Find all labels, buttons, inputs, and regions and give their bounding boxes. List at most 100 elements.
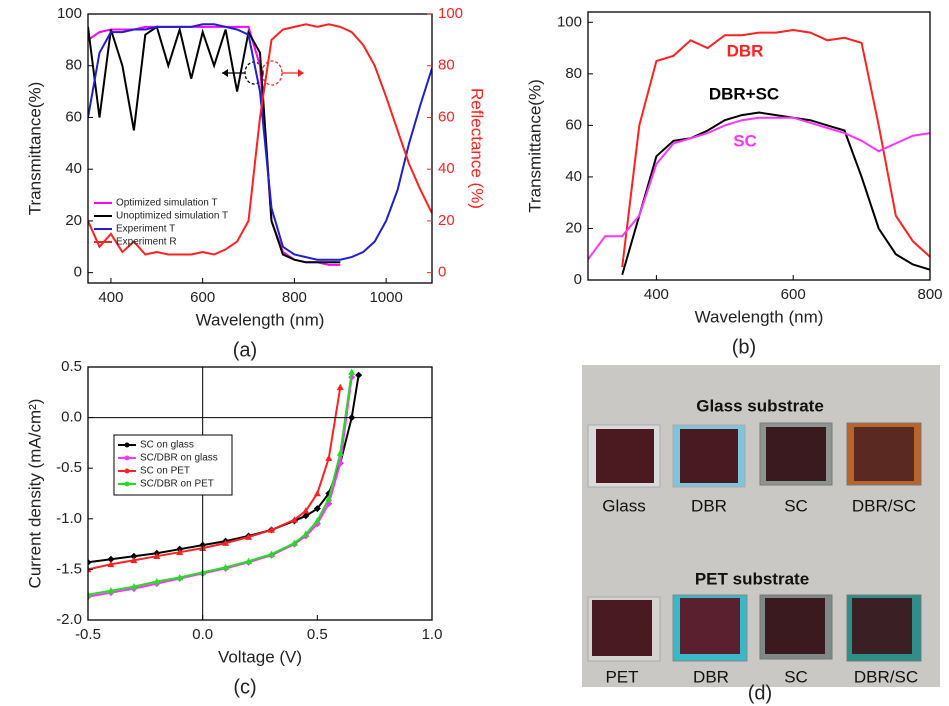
series-line <box>621 28 930 268</box>
marker <box>355 371 363 379</box>
marker <box>290 516 298 523</box>
marker <box>336 383 344 391</box>
marker <box>302 512 310 520</box>
photo-title: PET substrate <box>695 569 809 588</box>
x-tick-label: 600 <box>781 286 806 303</box>
legend-label: SC on PET <box>140 466 190 477</box>
marker <box>222 563 230 571</box>
photo: Glass substrate Glass DBR SC DBR/SC PET … <box>582 365 940 704</box>
panel-label: (b) <box>732 336 756 358</box>
photo-label: DBR/SC <box>852 496 916 515</box>
legend-label: SC/DBR on PET <box>140 479 214 490</box>
y2-tick-label: 80 <box>438 57 455 74</box>
annotation: SC <box>733 131 757 150</box>
y-tick-label: 60 <box>565 116 582 133</box>
marker <box>245 557 253 565</box>
plot-frame <box>87 366 433 621</box>
y2-tick-label: 100 <box>438 5 463 22</box>
x-axis-label: Voltage (V) <box>218 647 302 666</box>
y-tick-label: -1.0 <box>56 510 82 527</box>
series-line <box>88 387 342 571</box>
photo-label: DBR <box>691 496 727 515</box>
x-tick-label: 1.0 <box>422 626 443 643</box>
series-line <box>88 23 432 256</box>
panel-label: (d) <box>748 682 772 704</box>
series-line <box>621 111 930 276</box>
panel-label: (c) <box>233 676 256 698</box>
legend-label: SC/DBR on glass <box>140 453 218 464</box>
marker <box>325 495 333 502</box>
y-tick-label: 80 <box>65 57 82 74</box>
y-axis-label: Current density (mA/cm²) <box>25 399 44 589</box>
plot-series <box>588 28 930 276</box>
marker <box>302 507 310 514</box>
marker <box>130 583 138 590</box>
y-tick-label: 0.0 <box>61 409 82 426</box>
marker <box>153 552 161 560</box>
samples <box>587 422 922 662</box>
y-tick-label: 0.5 <box>61 358 82 375</box>
legend-label: Unoptimized simulation T <box>116 211 228 222</box>
y-tick-label: 40 <box>65 160 82 177</box>
legend-marker <box>124 455 130 461</box>
marker <box>107 587 115 594</box>
x-tick-label: 400 <box>98 289 123 306</box>
y2-tick-label: 40 <box>438 160 455 177</box>
panel-label: (a) <box>233 339 257 361</box>
marker <box>176 573 184 581</box>
y-tick-label: 0 <box>574 271 582 288</box>
y-tick-label: 60 <box>65 108 82 125</box>
legend-marker <box>124 481 130 487</box>
x-tick-label: -0.5 <box>75 626 101 643</box>
marker <box>107 560 115 568</box>
marker <box>313 505 321 513</box>
x-axis-label: Wavelength (nm) <box>695 307 824 326</box>
y-tick-label: 100 <box>557 13 582 30</box>
marker <box>88 558 92 566</box>
y-tick-label: 20 <box>565 219 582 236</box>
legend-label: Experiment T <box>116 224 175 235</box>
plot-frame <box>587 11 931 281</box>
marker <box>302 530 310 537</box>
legend-label: Optimized simulation T <box>116 198 218 209</box>
y-tick-label: 80 <box>565 65 582 82</box>
marker <box>88 591 92 598</box>
marker <box>348 368 356 375</box>
y-tick-label: -2.0 <box>56 611 82 628</box>
legend-label: SC on glass <box>140 440 194 451</box>
y-tick-label: 20 <box>65 212 82 229</box>
series-line <box>88 23 432 261</box>
annotation: DBR+SC <box>709 84 779 103</box>
y-tick-label: -0.5 <box>56 459 82 476</box>
marker <box>130 556 138 564</box>
y-tick-label: 100 <box>57 5 82 22</box>
legend-marker <box>124 442 130 448</box>
x-tick-label: 0.5 <box>307 626 328 643</box>
marker <box>336 449 344 456</box>
plot-frame <box>87 13 433 284</box>
y-axis-label: Transmittance(%) <box>525 79 544 213</box>
y2-tick-label: 0 <box>438 264 446 281</box>
x-axis-label: Wavelength (nm) <box>196 310 325 329</box>
marker <box>325 454 333 461</box>
photo-title: Glass substrate <box>696 396 824 415</box>
series-line <box>88 25 341 264</box>
marker <box>107 555 115 563</box>
annotation: DBR <box>727 41 764 60</box>
marker <box>153 578 161 585</box>
photo-label: DBR <box>693 667 729 686</box>
y2-tick-label: 20 <box>438 212 455 229</box>
legend-marker <box>124 468 130 474</box>
marker <box>222 539 230 546</box>
y-tick-label: -1.5 <box>56 560 82 577</box>
y-tick-label: 40 <box>565 168 582 185</box>
marker <box>267 550 275 558</box>
plot-series <box>88 23 432 266</box>
marker <box>267 526 275 533</box>
marker <box>245 533 253 540</box>
photo-label: PET <box>605 667 638 686</box>
y-tick-label: 0 <box>74 264 82 281</box>
x-tick-label: 800 <box>282 289 307 306</box>
x-tick-label: 800 <box>917 286 942 303</box>
